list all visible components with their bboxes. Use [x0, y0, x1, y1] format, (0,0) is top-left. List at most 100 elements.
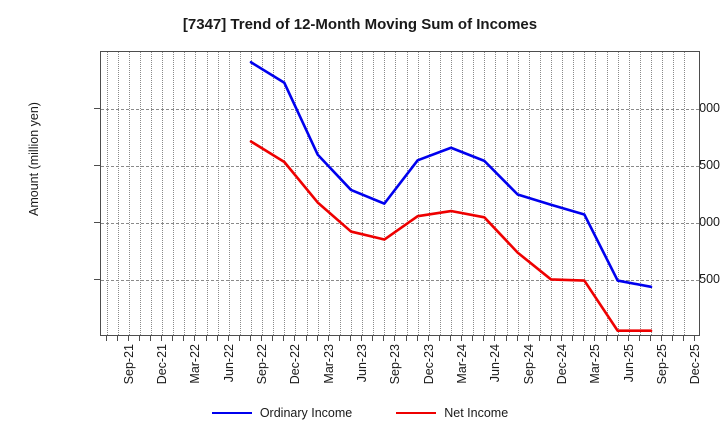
gridline-vertical	[606, 52, 608, 335]
x-axis-tick-mark	[194, 336, 196, 341]
gridline-vertical	[506, 52, 508, 335]
gridline-horizontal	[101, 223, 699, 224]
gridline-vertical	[106, 52, 108, 335]
gridline-vertical	[651, 52, 652, 335]
x-axis-tick-label: Sep-22	[255, 344, 269, 385]
gridline-vertical	[339, 52, 341, 335]
gridline-vertical	[373, 52, 375, 335]
x-axis-tick-label: Jun-22	[221, 344, 236, 383]
gridline-vertical	[528, 52, 530, 335]
x-axis-tick-mark	[605, 336, 607, 341]
x-axis-tick-mark	[638, 336, 640, 341]
gridline-horizontal	[101, 166, 699, 167]
gridline-vertical	[617, 52, 619, 335]
gridline-vertical	[462, 52, 464, 335]
x-axis-tick-label: Dec-21	[155, 344, 169, 385]
x-axis-tick-mark	[183, 336, 185, 341]
gridline-vertical	[439, 52, 441, 335]
x-axis-tick-label: Dec-24	[555, 344, 569, 385]
gridline-vertical	[428, 52, 430, 335]
chart-legend: Ordinary Income Net Income	[0, 406, 720, 420]
gridline-vertical	[473, 52, 475, 335]
gridline-vertical	[273, 52, 275, 335]
x-axis-tick-mark	[227, 336, 229, 341]
x-axis-tick-label: Jun-24	[488, 344, 503, 383]
gridline-vertical	[539, 52, 541, 335]
x-axis-tick-label: Sep-25	[655, 344, 669, 385]
x-axis-tick-mark	[150, 336, 151, 341]
gridline-vertical	[317, 52, 319, 335]
gridline-vertical	[417, 52, 419, 335]
x-axis-tick-mark	[394, 336, 396, 341]
gridline-vertical	[139, 52, 141, 335]
x-axis-tick-mark	[505, 336, 507, 341]
x-axis-tick-mark	[538, 336, 540, 341]
x-axis-tick-mark	[516, 336, 518, 341]
x-axis-tick-mark	[616, 336, 618, 341]
x-axis-tick-mark	[672, 336, 674, 341]
x-axis-tick-label: Jun-25	[621, 344, 636, 383]
x-axis-tick-mark	[583, 336, 585, 341]
x-axis-tick-mark	[316, 336, 318, 341]
plot-area	[100, 51, 700, 336]
legend-line-swatch	[211, 412, 252, 414]
gridline-vertical	[484, 52, 486, 335]
series-lines	[249, 60, 653, 333]
series-line-net-income	[249, 140, 653, 333]
y-axis-tick-mark	[94, 165, 100, 166]
x-axis-tick-mark	[283, 336, 285, 341]
x-axis-tick-mark	[138, 336, 140, 341]
x-axis-tick-mark	[483, 336, 485, 341]
x-axis-tick-mark	[405, 336, 407, 341]
x-axis-tick-label: Sep-24	[521, 344, 536, 385]
legend-label: Net Income	[444, 406, 509, 420]
x-axis-tick-mark	[627, 336, 629, 341]
x-axis-tick-mark	[472, 336, 474, 341]
x-axis-tick-mark	[361, 336, 363, 341]
gridline-horizontal	[101, 280, 699, 281]
gridline-vertical	[173, 52, 175, 335]
x-axis-tick-mark	[416, 336, 418, 341]
gridline-vertical	[206, 52, 208, 335]
x-axis-tick-mark	[116, 336, 118, 341]
gridline-vertical	[451, 52, 452, 335]
gridline-vertical	[351, 52, 352, 335]
x-axis-tick-label: Mar-24	[455, 344, 469, 384]
gridline-vertical	[262, 52, 264, 335]
gridline-vertical	[239, 52, 241, 335]
x-axis-tick-mark	[327, 336, 329, 341]
gridline-vertical	[562, 52, 564, 335]
x-axis-tick-mark	[238, 336, 240, 341]
gridline-vertical	[495, 52, 497, 335]
x-axis-tick-label: Mar-23	[321, 344, 336, 384]
gridline-vertical	[628, 52, 630, 335]
x-axis-tick-label: Mar-22	[188, 344, 203, 384]
y-axis-tick-mark	[94, 222, 100, 223]
x-axis-tick-mark	[461, 336, 463, 341]
x-axis-tick-mark	[294, 336, 296, 341]
x-axis-tick-mark	[250, 336, 251, 341]
x-axis-tick-label: Mar-25	[588, 344, 603, 384]
gridline-vertical	[217, 52, 219, 335]
gridline-vertical	[251, 52, 252, 335]
x-axis-tick-mark	[694, 336, 696, 341]
gridline-vertical	[395, 52, 397, 335]
gridline-vertical	[306, 52, 308, 335]
y-axis-title: Amount (million yen)	[27, 102, 41, 216]
gridline-vertical	[684, 52, 686, 335]
x-axis-tick-label: Sep-21	[121, 344, 136, 385]
gridline-horizontal	[101, 109, 699, 110]
legend-item[interactable]: Net Income	[396, 406, 508, 420]
x-axis-tick-mark	[383, 336, 385, 341]
x-axis-tick-mark	[550, 336, 551, 341]
series-line-ordinary-income	[249, 60, 653, 289]
legend-item[interactable]: Ordinary Income	[211, 406, 352, 420]
x-axis-tick-mark	[594, 336, 596, 341]
x-axis-tick-mark	[205, 336, 207, 341]
gridline-vertical	[117, 52, 119, 335]
x-axis-tick-mark	[650, 336, 651, 341]
x-axis-tick-mark	[427, 336, 429, 341]
x-axis-tick-label: Dec-23	[421, 344, 436, 385]
gridline-vertical	[551, 52, 552, 335]
